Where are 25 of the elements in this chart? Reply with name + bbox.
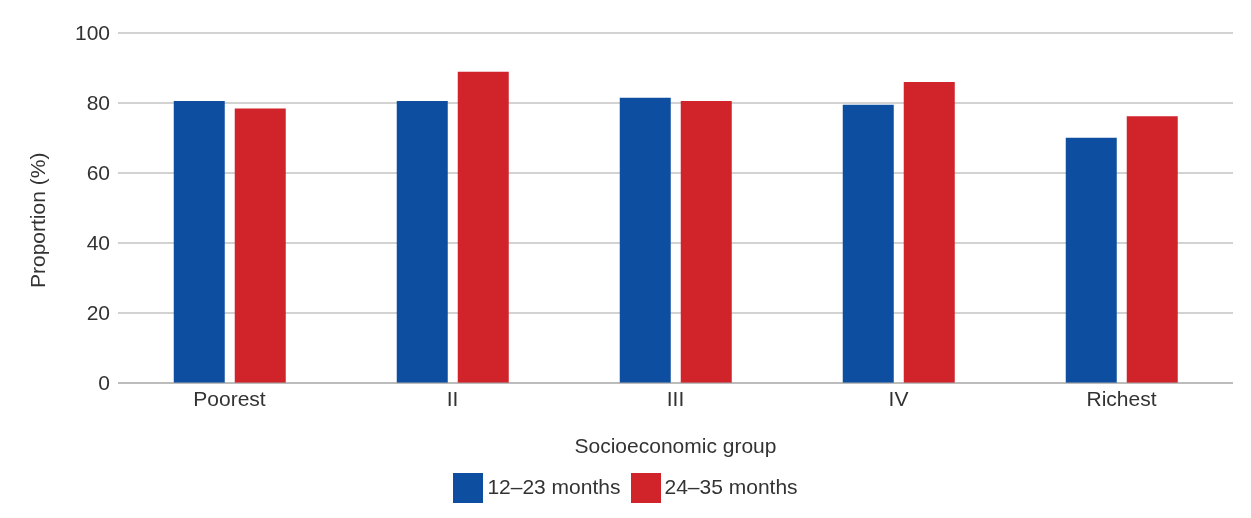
- x-tick-label: II: [446, 386, 459, 410]
- x-axis-title: Socioeconomic group: [574, 434, 777, 457]
- x-tick-label: III: [666, 386, 685, 410]
- y-tick-label: 60: [86, 161, 110, 185]
- y-tick-label: 40: [86, 231, 110, 255]
- bar: [1126, 116, 1178, 383]
- x-tick-label: Poorest: [193, 386, 266, 410]
- legend-label: 24–35 months: [664, 474, 798, 498]
- y-tick-label: 0: [98, 371, 110, 395]
- bar: [234, 108, 286, 383]
- bar: [173, 100, 225, 383]
- bar: [396, 100, 448, 383]
- bar: [457, 71, 509, 383]
- y-tick-label: 80: [86, 91, 110, 115]
- x-tick-label: IV: [888, 386, 909, 410]
- bar: [842, 104, 894, 383]
- bar: [680, 100, 732, 383]
- bar: [1065, 137, 1117, 383]
- legend-label: 12–23 months: [487, 474, 621, 498]
- bar: [619, 97, 671, 383]
- y-axis-title: Proportion (%): [26, 152, 50, 288]
- x-tick-label: Richest: [1086, 386, 1157, 410]
- y-tick-label: 20: [86, 301, 110, 325]
- bar: [903, 82, 955, 383]
- y-tick-label: 100: [74, 21, 110, 45]
